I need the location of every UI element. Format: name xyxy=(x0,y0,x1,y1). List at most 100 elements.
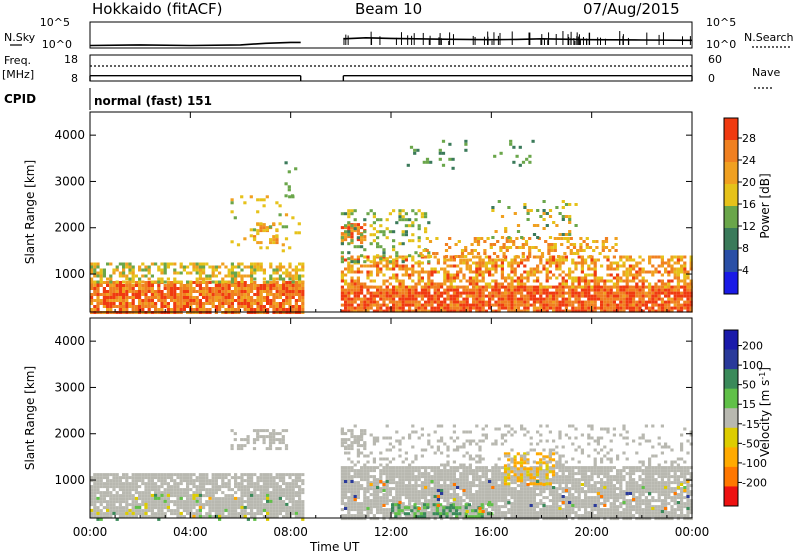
velocity-cell xyxy=(376,517,380,521)
power-cell xyxy=(433,306,437,310)
power-cell xyxy=(496,240,500,243)
power-cell xyxy=(90,296,94,299)
power-cell xyxy=(401,260,405,264)
velocity-cell xyxy=(288,512,292,516)
power-cell xyxy=(173,296,177,299)
power-cell xyxy=(526,276,530,280)
power-cell xyxy=(481,279,485,283)
power-cell xyxy=(564,285,568,289)
power-cell xyxy=(372,239,376,243)
velocity-cell xyxy=(211,497,215,501)
velocity-cell xyxy=(186,491,190,495)
power-cell xyxy=(166,296,170,299)
power-cell xyxy=(563,237,567,240)
power-cell xyxy=(452,294,456,298)
velocity-cell xyxy=(427,493,431,497)
velocity-cell xyxy=(211,485,215,489)
velocity-cell xyxy=(275,488,279,492)
power-cell xyxy=(564,215,569,218)
velocity-cell xyxy=(294,482,298,486)
velocity-cell xyxy=(497,505,501,509)
power-cell xyxy=(660,297,664,301)
power-cell xyxy=(253,271,257,275)
power-cell xyxy=(593,297,597,301)
velocity-cell xyxy=(205,476,209,480)
power-cell xyxy=(504,297,508,301)
velocity-cell xyxy=(340,499,344,503)
power-cell xyxy=(376,218,380,222)
velocity-cell xyxy=(282,506,286,510)
power-cell xyxy=(553,249,557,252)
power-cell xyxy=(262,204,266,208)
power-cell xyxy=(404,233,408,237)
power-cell xyxy=(488,282,492,286)
power-cell xyxy=(186,305,190,308)
power-cell xyxy=(564,279,568,283)
power-cell xyxy=(571,258,575,262)
velocity-cell xyxy=(411,484,415,488)
power-cell xyxy=(350,306,354,310)
velocity-cell xyxy=(411,496,415,500)
power-cell xyxy=(555,264,559,268)
power-cell xyxy=(253,284,257,287)
power-cell xyxy=(376,270,380,274)
power-cell xyxy=(272,293,276,296)
power-cell xyxy=(186,299,190,302)
velocity-cell xyxy=(221,497,225,501)
power-cell xyxy=(670,297,674,301)
power-cell xyxy=(638,267,642,271)
power-cell xyxy=(568,276,572,280)
velocity-cell xyxy=(262,506,266,510)
velocity-cell xyxy=(363,517,367,521)
power-cell xyxy=(468,279,472,283)
power-cell xyxy=(561,215,565,218)
power-cell xyxy=(224,274,228,278)
velocity-cell xyxy=(154,500,158,504)
power-cell xyxy=(301,293,305,296)
power-cell xyxy=(441,163,446,167)
power-cell xyxy=(298,262,302,266)
velocity-cell xyxy=(262,503,266,507)
velocity-cell xyxy=(112,506,116,510)
power-cell xyxy=(532,297,536,301)
velocity-cell xyxy=(475,505,479,509)
velocity-cell xyxy=(446,508,450,512)
power-cell xyxy=(340,294,344,298)
power-cell xyxy=(459,267,463,271)
velocity-cell xyxy=(401,502,405,506)
velocity-cell xyxy=(157,488,161,492)
velocity-cell xyxy=(385,466,389,470)
velocity-cell xyxy=(446,472,450,476)
power-cell xyxy=(259,296,263,299)
velocity-cell xyxy=(408,508,412,512)
power-cell xyxy=(230,305,234,308)
power-cell xyxy=(420,212,424,216)
velocity-cell xyxy=(356,490,360,494)
power-cell xyxy=(388,309,392,313)
velocity-cell xyxy=(468,487,472,491)
power-cell xyxy=(268,225,273,229)
power-cell xyxy=(131,284,135,287)
power-cell xyxy=(363,309,367,313)
power-cell xyxy=(420,270,424,274)
power-cell xyxy=(253,277,257,281)
power-cell xyxy=(109,284,113,287)
velocity-cell xyxy=(529,502,533,506)
power-cell xyxy=(221,293,225,296)
power-cell xyxy=(376,309,380,313)
power-cell xyxy=(603,303,607,307)
power-cell xyxy=(622,297,626,301)
velocity-cell xyxy=(414,469,418,473)
velocity-cell xyxy=(288,473,292,477)
power-cell xyxy=(516,303,520,307)
power-cell xyxy=(372,258,376,262)
velocity-cell xyxy=(234,515,238,519)
power-colorbar-swatches xyxy=(724,118,738,295)
power-cell xyxy=(272,238,276,242)
velocity-cell xyxy=(526,493,530,497)
velocity-cell xyxy=(520,499,524,503)
power-cell xyxy=(568,215,572,218)
velocity-cell xyxy=(256,432,260,436)
power-cell xyxy=(596,279,600,283)
power-cell xyxy=(625,291,629,295)
